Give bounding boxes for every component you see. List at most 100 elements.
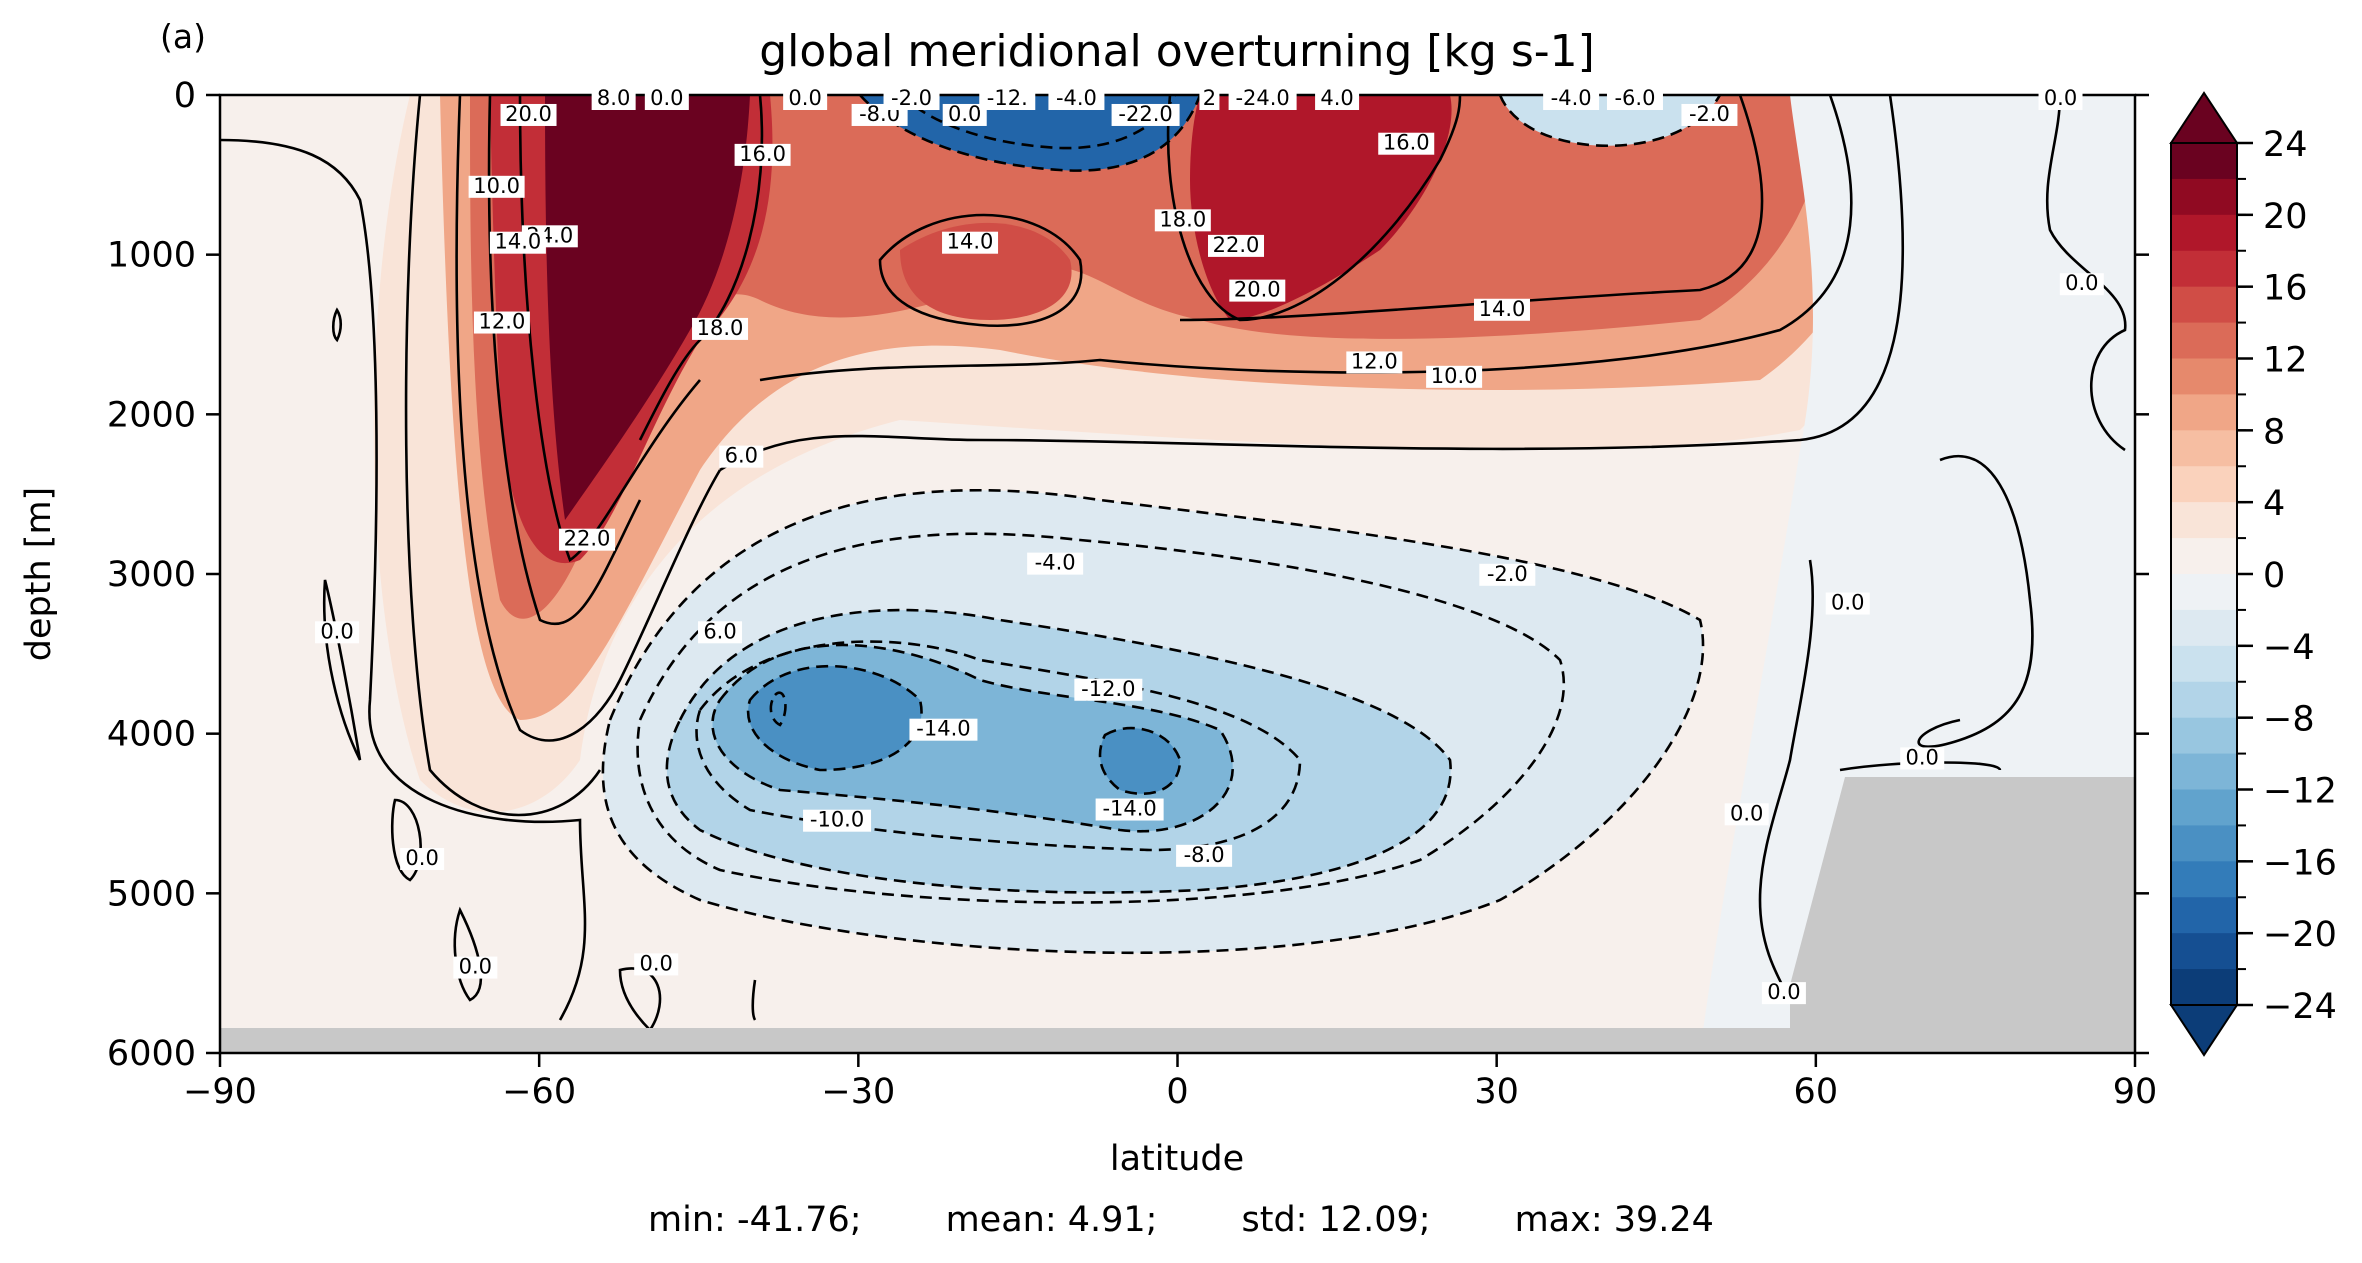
contour-deep-zero-e xyxy=(1758,559,1815,1001)
contour-label: 0.0 xyxy=(1724,801,1769,826)
contour-label: -2.0 xyxy=(883,86,940,110)
contour-14-cell xyxy=(878,213,1083,328)
contour-label: 10.0 xyxy=(1426,364,1483,388)
contour-label: -12.0 xyxy=(1074,677,1143,701)
contour-label-bg xyxy=(1825,592,1870,615)
y-axis-label: depth [m] xyxy=(19,487,59,661)
contour-label-text: 0.0 xyxy=(459,955,492,979)
contour-label-text: 6.0 xyxy=(725,444,758,468)
contour-label: 14.0 xyxy=(489,230,546,254)
colorbar-tick-label: −4 xyxy=(2263,628,2315,668)
contour-label: 4.0 xyxy=(1315,86,1360,110)
contour-label: 6.0 xyxy=(719,444,764,468)
colorbar-segment xyxy=(2171,322,2237,360)
x-tick-label: 90 xyxy=(2113,1072,2158,1112)
contour-label: 2 xyxy=(1199,86,1220,110)
contour-label: 0.0 xyxy=(783,86,828,110)
contour-label-text: 0.0 xyxy=(1767,980,1800,1004)
contour-label-bg xyxy=(2059,273,2104,296)
contour-neg-4 xyxy=(636,532,1566,904)
contour-label: 0.0 xyxy=(644,86,689,110)
contour-small-1 xyxy=(331,307,343,343)
colorbar-tick-label: 4 xyxy=(2263,484,2285,524)
field-negative-core-west xyxy=(748,666,922,770)
colorbar-segment xyxy=(2171,574,2237,611)
colorbar-segment xyxy=(2171,250,2237,288)
chart-title: global meridional overturning [kg s-1] xyxy=(759,26,1595,77)
contour-6-upper xyxy=(719,95,1905,472)
colorbar-segment xyxy=(2171,538,2237,575)
contour-label: -10.0 xyxy=(803,808,872,832)
contour-label-text: -24.0 xyxy=(1235,86,1289,110)
contour-label-text: 14.0 xyxy=(495,230,542,254)
contour-label-bg xyxy=(883,88,940,110)
colorbar-segment xyxy=(2171,466,2237,503)
colorbar-segment xyxy=(2171,502,2237,539)
contour-label-bg xyxy=(942,231,999,254)
contour-label-bg xyxy=(909,718,978,741)
colorbar-tick-label: −8 xyxy=(2263,700,2315,740)
colorbar-tick-label: 0 xyxy=(2263,556,2285,596)
contour-label-text: 20.0 xyxy=(505,102,552,126)
colorbar-tick-label: −24 xyxy=(2263,987,2337,1027)
contour-label-text: 18.0 xyxy=(1159,207,1206,231)
contour-label: 20.0 xyxy=(1229,278,1286,302)
x-axis-label: latitude xyxy=(1110,1139,1244,1179)
contour-label-bg xyxy=(634,953,679,976)
contour-label-bg xyxy=(1543,88,1600,110)
x-axis: −90 −60 −30 0 30 60 90 xyxy=(183,1053,2157,1112)
contour-label: -6.0 xyxy=(1606,86,1663,110)
contour-label-text: 8.0 xyxy=(597,86,630,110)
contour-label-bg xyxy=(692,317,749,340)
contour-label-bg xyxy=(1378,132,1435,155)
colorbar-segment xyxy=(2171,789,2237,827)
colorbar-tick-label: −20 xyxy=(2263,915,2337,955)
contour-14-upper xyxy=(1179,95,1764,322)
contour-label-bg xyxy=(803,809,872,832)
contour-label-bg xyxy=(591,88,636,110)
contour-label-text: 0.0 xyxy=(948,102,981,126)
colorbar-segment xyxy=(2171,394,2237,431)
contour-label: -8.0 xyxy=(1176,843,1233,867)
contour-label-text: -4.0 xyxy=(1056,86,1097,110)
contour-label: 0.0 xyxy=(634,951,679,976)
colorbar-segment xyxy=(2171,861,2237,898)
contour-neg-6 xyxy=(665,608,1452,894)
colorbar-segment xyxy=(2171,825,2237,862)
contour-label-text: 12.0 xyxy=(1351,349,1398,373)
contour-label: 18.0 xyxy=(1154,207,1211,232)
land-mask-seafloor xyxy=(220,1028,1790,1053)
contour-label: -4.0 xyxy=(1048,86,1105,110)
contour-label-text: -2.0 xyxy=(1487,562,1528,586)
field-negative-core-east xyxy=(1100,728,1180,794)
contour-label-bg xyxy=(1606,88,1663,110)
contour-label-bg xyxy=(1074,678,1143,701)
stats-line: min: -41.76; mean: 4.91; std: 12.09; max: 3… xyxy=(0,1200,2362,1240)
contour-label-bg xyxy=(2038,88,2083,110)
contour-label: 0.0 xyxy=(1900,745,1945,770)
contour-label-text: -6.0 xyxy=(1614,86,1655,110)
contour-label-bg xyxy=(1199,88,1220,110)
colorbar-segment xyxy=(2171,143,2237,180)
contour-label-text: 16.0 xyxy=(1383,131,1430,155)
colorbar-segment xyxy=(2171,286,2237,324)
contour-label: 22.0 xyxy=(1208,233,1265,257)
contour-label-bg xyxy=(1426,365,1483,388)
y-tick-label: 4000 xyxy=(107,715,196,755)
contour-deep-zero-e2 xyxy=(1917,454,2034,749)
contour-label-bg xyxy=(1473,298,1530,321)
colorbar-segment xyxy=(2171,969,2237,1006)
colorbar-segment xyxy=(2171,178,2237,216)
y-tick-label: 1000 xyxy=(107,236,196,276)
contour-label-text: 6.0 xyxy=(703,619,736,643)
contour-neg-surface-eq xyxy=(859,95,1202,172)
contour-label: 16.0 xyxy=(734,142,791,166)
colorbar-segment xyxy=(2171,645,2237,683)
contour-label: 14.0 xyxy=(942,230,999,254)
contour-label: 0.0 xyxy=(2059,271,2104,296)
land-mask-arctic xyxy=(1790,777,2135,1053)
contour-label-text: -14.0 xyxy=(916,717,970,741)
contour-label-bg xyxy=(453,956,498,979)
contour-label-text: -4.0 xyxy=(1551,86,1592,110)
